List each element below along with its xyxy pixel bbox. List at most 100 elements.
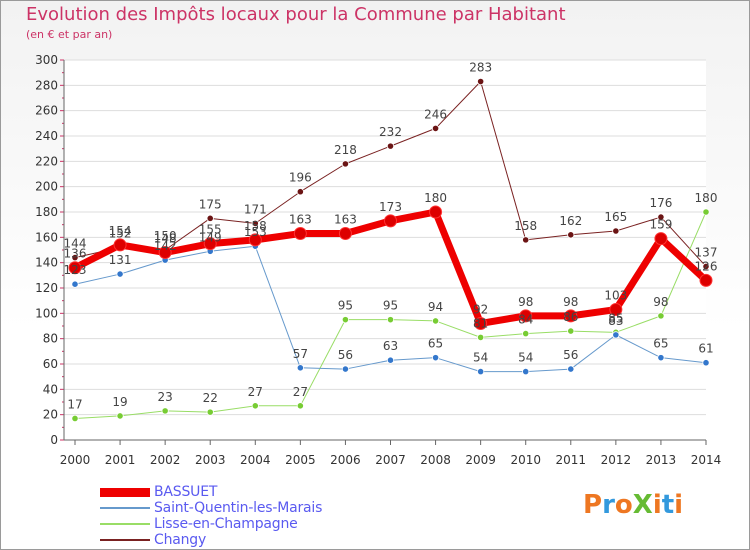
point-bassuet	[429, 205, 443, 219]
legend-label: Changy	[154, 532, 207, 548]
x-tick-label: 2003	[195, 453, 226, 467]
point-lisse-en-champagne	[522, 329, 530, 338]
point-saint-quentin-les-marais	[116, 270, 124, 278]
point-changy	[71, 254, 79, 262]
point-changy	[296, 188, 304, 196]
point-bassuet	[699, 273, 713, 287]
data-label-lisse-en-champagne: 84	[518, 313, 533, 327]
proxiti-logo: ProXiti	[583, 490, 684, 520]
y-tick-label: 300	[35, 53, 58, 67]
point-changy	[612, 227, 620, 235]
point-bassuet	[654, 232, 668, 246]
data-label-saint-quentin-les-marais: 83	[608, 314, 623, 328]
data-label-bassuet: 136	[64, 247, 87, 261]
point-saint-quentin-les-marais	[341, 365, 350, 373]
data-label-changy: 175	[199, 197, 222, 211]
data-label-saint-quentin-les-marais: 142	[154, 239, 177, 253]
data-label-changy: 165	[604, 210, 627, 224]
y-tick-label: 100	[35, 306, 58, 320]
data-label-saint-quentin-les-marais: 65	[428, 337, 443, 351]
point-changy	[702, 262, 710, 271]
point-bassuet	[113, 238, 127, 252]
data-label-saint-quentin-les-marais: 123	[64, 263, 87, 277]
data-label-changy: 152	[109, 226, 132, 240]
point-bassuet	[248, 233, 262, 247]
data-label-bassuet: 173	[379, 200, 402, 214]
point-lisse-en-champagne	[341, 316, 350, 324]
point-bassuet	[609, 303, 623, 317]
data-label-saint-quentin-les-marais: 57	[293, 347, 308, 361]
point-changy	[386, 142, 395, 150]
data-label-changy: 150	[154, 229, 177, 243]
data-label-changy: 144	[64, 237, 87, 251]
point-saint-quentin-les-marais	[522, 367, 530, 376]
point-lisse-en-champagne	[71, 414, 79, 423]
point-lisse-en-champagne	[567, 327, 575, 335]
y-tick-label: 40	[43, 382, 58, 396]
data-label-changy: 232	[379, 125, 402, 139]
data-label-saint-quentin-les-marais: 153	[244, 225, 267, 239]
legend-swatch	[100, 507, 150, 509]
point-lisse-en-champagne	[386, 316, 395, 324]
legend-swatch	[100, 539, 150, 541]
data-label-saint-quentin-les-marais: 61	[698, 342, 713, 356]
legend-item-changy: Changy	[100, 532, 206, 548]
x-tick-label: 2012	[601, 453, 632, 467]
point-changy	[206, 214, 214, 222]
point-saint-quentin-les-marais	[296, 364, 304, 372]
legend-item-bassuet: BASSUET	[100, 484, 217, 500]
point-lisse-en-champagne	[702, 208, 710, 216]
point-bassuet	[293, 227, 307, 241]
x-tick-label: 2004	[240, 453, 271, 467]
legend-label: BASSUET	[154, 484, 218, 500]
point-lisse-en-champagne	[477, 333, 485, 341]
y-tick-label: 80	[43, 332, 58, 346]
data-label-saint-quentin-les-marais: 54	[473, 351, 488, 365]
y-tick-label: 60	[43, 357, 58, 371]
chart-title: Evolution des Impôts locaux pour la Comm…	[26, 4, 566, 25]
point-changy	[251, 219, 259, 227]
point-lisse-en-champagne	[116, 412, 124, 420]
data-label-lisse-en-champagne: 85	[608, 311, 623, 325]
data-label-saint-quentin-les-marais: 56	[563, 348, 578, 362]
y-tick-label: 240	[35, 129, 58, 143]
data-label-changy: 171	[244, 202, 267, 216]
data-label-saint-quentin-les-marais: 56	[338, 348, 353, 362]
point-saint-quentin-les-marais	[567, 365, 575, 373]
x-tick-label: 2008	[420, 453, 451, 467]
data-label-changy: 137	[695, 245, 718, 259]
y-tick-label: 0	[50, 433, 58, 447]
data-label-changy: 246	[424, 107, 447, 121]
data-label-lisse-en-champagne: 27	[293, 385, 308, 399]
data-label-bassuet: 98	[563, 295, 578, 309]
y-tick-label: 280	[35, 78, 58, 92]
chart-subtitle: (en € et par an)	[26, 28, 113, 41]
point-lisse-en-champagne	[296, 402, 304, 410]
data-label-lisse-en-champagne: 22	[203, 391, 218, 405]
point-bassuet	[564, 309, 578, 323]
x-tick-label: 2005	[285, 453, 316, 467]
x-tick-label: 2000	[60, 453, 91, 467]
point-saint-quentin-les-marais	[657, 354, 665, 362]
data-label-bassuet: 158	[244, 219, 267, 233]
data-label-lisse-en-champagne: 180	[695, 191, 718, 205]
point-lisse-en-champagne	[251, 402, 259, 410]
data-label-saint-quentin-les-marais: 54	[518, 351, 533, 365]
y-tick-label: 20	[43, 408, 58, 422]
point-bassuet	[474, 316, 488, 330]
x-tick-label: 2002	[150, 453, 181, 467]
point-lisse-en-champagne	[657, 312, 665, 320]
data-label-bassuet: 103	[604, 289, 627, 303]
legend-swatch	[100, 487, 150, 497]
point-saint-quentin-les-marais	[71, 280, 79, 288]
data-label-lisse-en-champagne: 81	[473, 316, 488, 330]
data-label-bassuet: 154	[109, 224, 132, 238]
data-label-lisse-en-champagne: 19	[112, 395, 127, 409]
point-bassuet	[203, 237, 217, 251]
data-label-lisse-en-champagne: 95	[338, 299, 353, 313]
x-tick-label: 2001	[105, 453, 136, 467]
data-label-saint-quentin-les-marais: 63	[383, 339, 398, 353]
data-label-lisse-en-champagne: 23	[158, 390, 173, 404]
point-changy	[341, 160, 350, 168]
x-tick-label: 2006	[330, 453, 361, 467]
